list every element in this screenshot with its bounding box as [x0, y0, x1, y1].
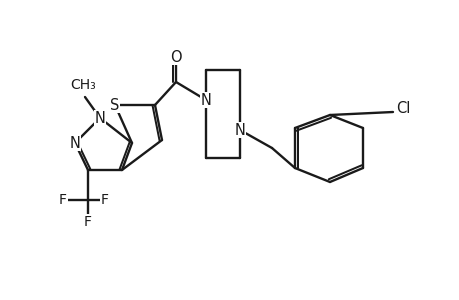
Text: N: N	[234, 122, 245, 137]
Text: S: S	[110, 98, 119, 112]
Text: F: F	[101, 193, 109, 207]
Text: N: N	[95, 110, 105, 125]
Text: F: F	[59, 193, 67, 207]
Text: N: N	[69, 136, 80, 151]
Text: N: N	[200, 92, 211, 107]
Text: O: O	[170, 50, 181, 64]
Text: F: F	[84, 215, 92, 229]
Text: Cl: Cl	[395, 100, 409, 116]
Text: CH₃: CH₃	[70, 78, 95, 92]
